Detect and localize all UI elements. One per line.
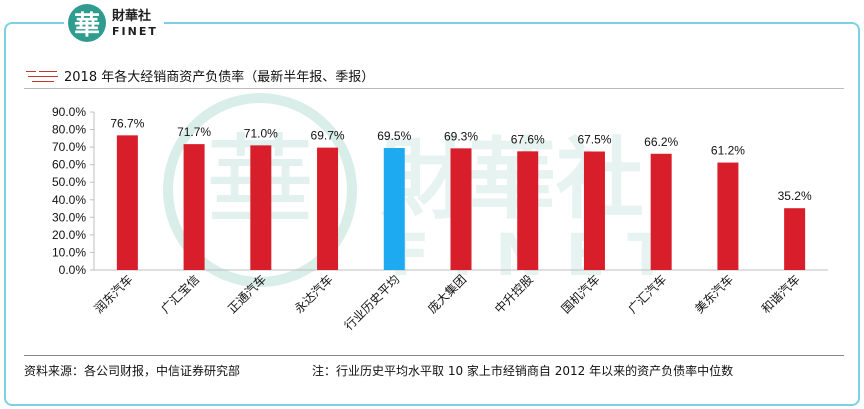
x-tick-label: 国机汽车: [558, 272, 603, 317]
bar: [717, 162, 739, 270]
y-tick-label: 30.0%: [52, 210, 86, 224]
x-tick-label: 广汇汽车: [625, 272, 670, 317]
bar-value-label: 67.5%: [577, 133, 611, 147]
bar-value-label: 61.2%: [711, 144, 745, 158]
bar-value-label: 67.6%: [511, 132, 545, 146]
y-tick-label: 10.0%: [52, 245, 86, 259]
methodology-note: 注：行业历史平均水平取 10 家上市经销商自 2012 年以来的资产负债率中位数: [312, 364, 734, 378]
chart-title: 2018 年各大经销商资产负债率（最新半年报、季报）: [64, 70, 375, 85]
bar-value-label: 69.7%: [311, 129, 345, 143]
bar: [116, 135, 138, 270]
y-tick-label: 40.0%: [52, 193, 86, 207]
x-tick-label: 广汇宝信: [158, 272, 202, 316]
y-tick-label: 70.0%: [52, 140, 86, 154]
y-tick-label: 50.0%: [52, 175, 86, 189]
bar: [317, 147, 339, 270]
bar: [383, 147, 405, 270]
y-tick-label: 60.0%: [52, 158, 86, 172]
chart-frame: [4, 22, 860, 406]
y-tick-label: 90.0%: [52, 105, 86, 119]
bar: [517, 151, 539, 270]
x-tick-label: 行业历史平均: [342, 272, 403, 333]
x-tick-label: 永达汽车: [291, 272, 336, 317]
bar-value-label: 35.2%: [778, 189, 812, 203]
bar: [250, 145, 272, 270]
x-tick-label: 庞大集团: [425, 272, 470, 317]
y-tick-label: 20.0%: [52, 228, 86, 242]
bar-value-label: 69.3%: [444, 129, 478, 143]
bar-value-label: 71.7%: [177, 125, 211, 139]
x-tick-label: 正通汽车: [224, 272, 269, 317]
source-note: 资料来源：各公司财报，中信证券研究部: [24, 364, 241, 378]
footer-divider: [24, 355, 844, 356]
bar: [183, 144, 205, 270]
bar-value-label: 71.0%: [244, 126, 278, 140]
brand-name-cn: 財華社: [112, 8, 152, 24]
finet-seal-icon: 華: [68, 4, 106, 42]
bar: [450, 148, 472, 270]
bar: [583, 151, 605, 270]
bar-value-label: 69.5%: [377, 129, 411, 143]
title-row: 2018 年各大经销商资产负债率（最新半年报、季报）: [26, 66, 374, 85]
x-tick-label: 美东汽车: [691, 272, 736, 317]
x-tick-label: 中升控股: [491, 272, 536, 317]
title-decoration-icon: [26, 69, 60, 83]
bar: [650, 153, 672, 270]
x-tick-label: 润东汽车: [91, 272, 136, 317]
bar-value-label: 66.2%: [644, 135, 678, 149]
bar-value-label: 76.7%: [110, 116, 144, 130]
bar: [784, 208, 806, 270]
y-tick-label: 0.0%: [59, 263, 87, 277]
title-divider: [24, 88, 844, 89]
finet-logo: 華 財華社 FINET: [64, 4, 164, 42]
y-tick-label: 80.0%: [52, 123, 86, 137]
brand-name-en: FINET: [112, 24, 158, 38]
x-tick-label: 和谐汽车: [758, 272, 803, 317]
